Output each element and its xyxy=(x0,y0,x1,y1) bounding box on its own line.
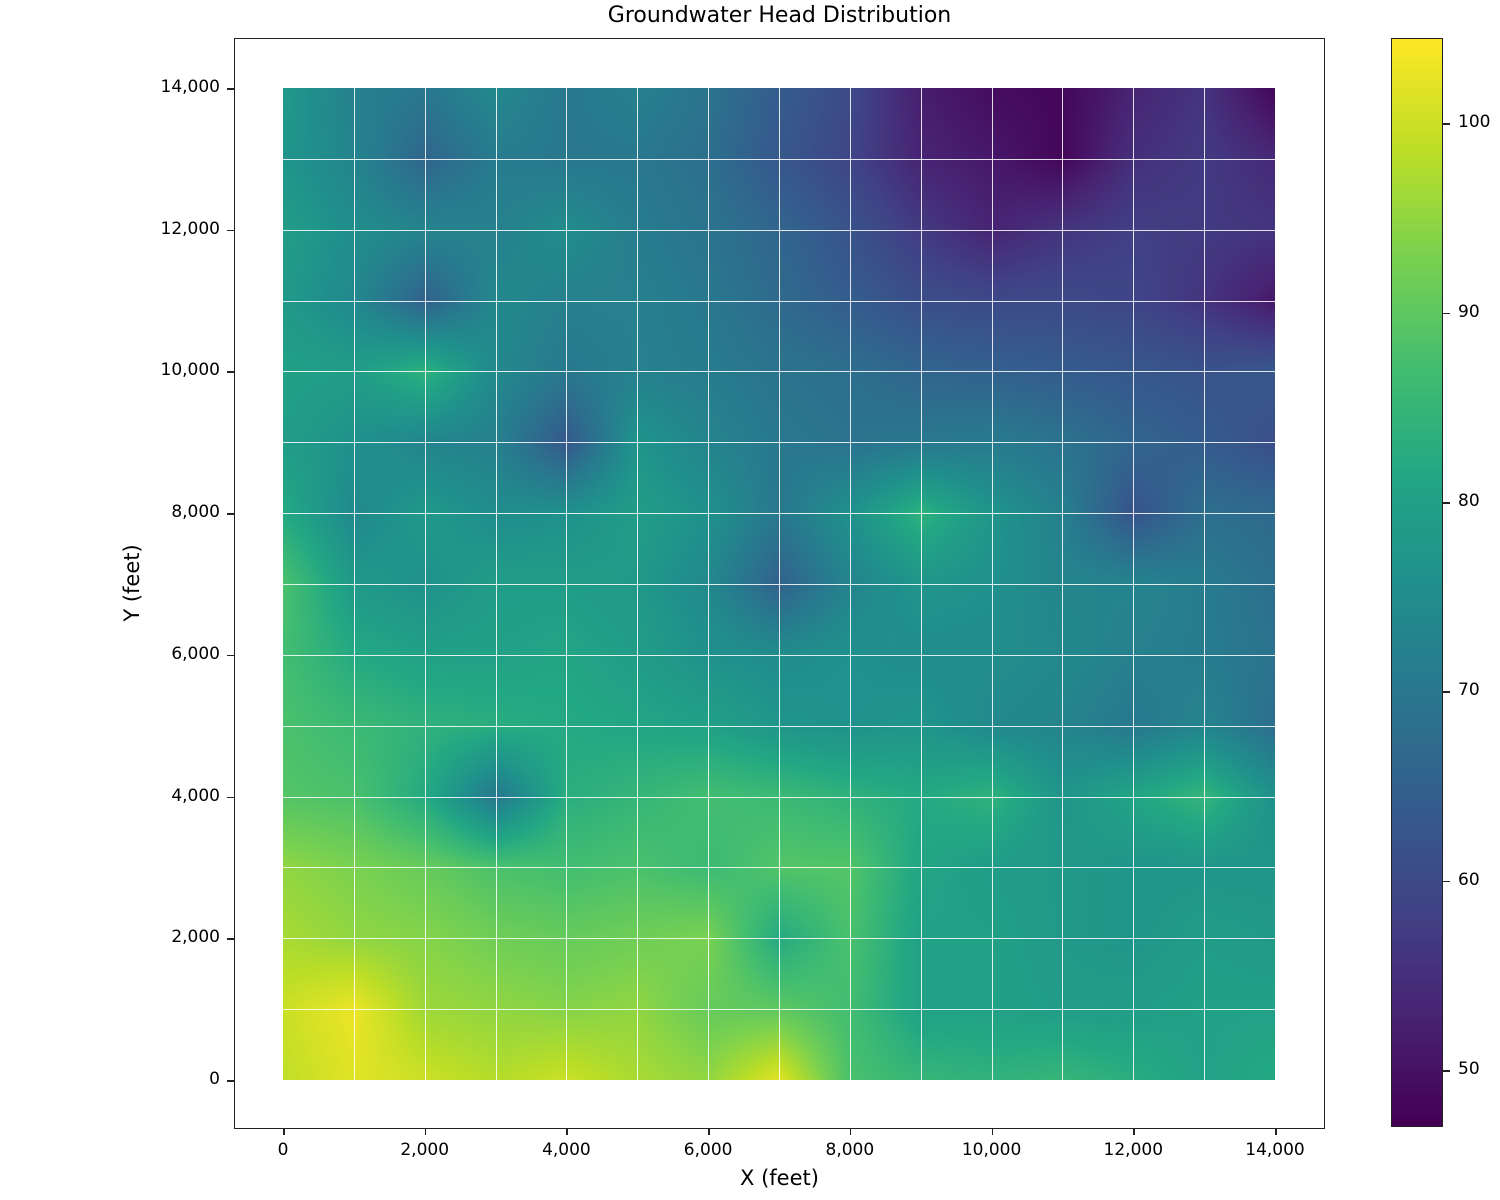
y-tick xyxy=(227,654,234,657)
gridlines xyxy=(283,88,1275,1080)
x-tick-label: 12,000 xyxy=(1103,1140,1164,1160)
gridline-vertical xyxy=(1062,88,1064,1080)
y-tick-label: 14,000 xyxy=(160,77,220,97)
y-tick xyxy=(227,513,234,515)
y-tick-label: 10,000 xyxy=(160,360,220,381)
x-tick-label: 0 xyxy=(277,1140,289,1160)
x-tick-label: 14,000 xyxy=(1245,1140,1305,1160)
x-tick xyxy=(1275,1128,1277,1135)
colorbar-tick xyxy=(1443,312,1450,315)
colorbar xyxy=(1391,38,1443,1127)
x-tick-label: 4,000 xyxy=(542,1140,591,1160)
y-tick xyxy=(227,938,234,940)
gridline-horizontal xyxy=(283,938,1275,940)
x-tick xyxy=(1133,1128,1135,1135)
y-tick-label: 0 xyxy=(209,1069,220,1089)
colorbar-tick-label: 90 xyxy=(1458,301,1480,322)
colorbar-tick-label: 60 xyxy=(1458,869,1480,890)
y-tick xyxy=(227,88,234,90)
gridline-horizontal xyxy=(283,725,1275,727)
y-tick xyxy=(227,1080,234,1082)
gridline-vertical xyxy=(920,88,922,1080)
gridline-horizontal xyxy=(283,867,1275,869)
x-axis-title: X (feet) xyxy=(740,1166,819,1190)
colorbar-tick-label: 80 xyxy=(1458,491,1480,511)
gridline-vertical xyxy=(991,88,993,1080)
gridline-horizontal xyxy=(283,1009,1275,1011)
x-tick xyxy=(849,1128,852,1135)
gridline-vertical xyxy=(1133,88,1135,1080)
y-tick xyxy=(227,371,234,373)
y-tick xyxy=(227,229,234,232)
y-tick xyxy=(227,796,234,799)
colorbar-tick xyxy=(1443,123,1450,125)
colorbar-tick-label: 70 xyxy=(1458,680,1480,701)
colorbar-tick xyxy=(1443,880,1450,883)
y-axis-title: Y (feet) xyxy=(120,544,144,622)
x-tick-label: 2,000 xyxy=(400,1140,450,1160)
gridline-horizontal xyxy=(283,796,1275,798)
y-tick-label: 6,000 xyxy=(171,643,220,664)
colorbar-tick xyxy=(1443,1070,1450,1072)
gridline-horizontal xyxy=(283,654,1275,656)
y-tick-label: 8,000 xyxy=(171,502,220,523)
y-tick-label: 4,000 xyxy=(171,785,220,806)
gridline-vertical xyxy=(849,88,851,1080)
y-tick-label: 12,000 xyxy=(160,218,220,239)
gridline-horizontal xyxy=(283,584,1275,585)
x-tick xyxy=(424,1128,427,1135)
colorbar-tick xyxy=(1443,502,1450,504)
x-tick xyxy=(708,1128,710,1135)
gridline-vertical xyxy=(1204,88,1206,1080)
x-tick xyxy=(283,1128,285,1135)
plot-area xyxy=(234,38,1325,1129)
chart-title: Groundwater Head Distribution xyxy=(607,3,952,28)
y-tick-label: 2,000 xyxy=(171,927,220,948)
colorbar-tick xyxy=(1443,691,1450,693)
x-tick xyxy=(566,1128,568,1135)
x-tick-label: 10,000 xyxy=(961,1140,1022,1160)
x-tick-label: 6,000 xyxy=(683,1140,733,1160)
colorbar-tick-label: 100 xyxy=(1458,112,1491,133)
colorbar-tick-label: 50 xyxy=(1458,1059,1480,1080)
x-tick-label: 8,000 xyxy=(825,1140,875,1160)
x-tick xyxy=(991,1128,994,1135)
